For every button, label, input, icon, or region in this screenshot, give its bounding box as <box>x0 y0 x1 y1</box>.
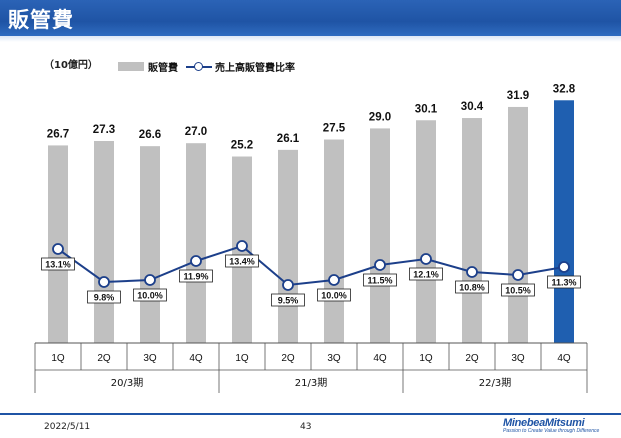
ratio-label-5: 13.4% <box>229 257 255 267</box>
legend-line-swatch <box>186 61 212 72</box>
bar-10 <box>462 118 482 343</box>
ratio-label-box-12 <box>547 275 581 289</box>
x-tick-label-4: 4Q <box>189 353 203 364</box>
ratio-point-9 <box>420 253 432 265</box>
footer-divider <box>0 413 621 415</box>
ratio-label-box-4 <box>179 269 213 283</box>
bar-value-label-9: 30.1 <box>415 103 438 115</box>
ratio-point-10 <box>466 266 478 278</box>
ratio-label-box-2 <box>87 290 121 304</box>
bar-value-label-6: 26.1 <box>277 133 300 145</box>
page-number: 43 <box>300 422 312 432</box>
bar-value-label-12: 32.8 <box>553 83 576 95</box>
footer-date: 2022/5/11 <box>44 422 91 432</box>
chart-legend: 販管費 売上高販管費比率 <box>118 59 295 74</box>
ratio-label-1: 13.1% <box>45 260 71 270</box>
ratio-label-box-1 <box>41 257 75 271</box>
ratio-point-8 <box>374 259 386 271</box>
ratio-line <box>57 244 565 287</box>
bar-value-label-10: 30.4 <box>461 101 484 113</box>
ratio-point-1 <box>52 243 64 255</box>
bar-value-label-8: 29.0 <box>369 111 391 123</box>
x-tick-label-9: 1Q <box>419 353 433 364</box>
x-tick-label-2: 2Q <box>97 353 111 364</box>
x-tick-label-7: 3Q <box>327 353 341 364</box>
ratio-label-box-10 <box>455 280 489 294</box>
title-bar: 販管費 <box>0 0 621 36</box>
unit-label: （10億円） <box>44 60 98 71</box>
ratio-label-box-3 <box>133 288 167 302</box>
bar-2 <box>94 140 114 343</box>
ratio-label-3: 10.0% <box>137 291 163 301</box>
group-label-3: 22/3期 <box>479 377 511 389</box>
bar-8 <box>370 128 390 343</box>
bar-6 <box>278 149 298 343</box>
ratio-point-2 <box>98 276 110 288</box>
x-tick-label-8: 4Q <box>373 353 387 364</box>
x-tick-label-1: 1Q <box>51 353 65 364</box>
x-tick-label-6: 2Q <box>281 353 295 364</box>
bar-11 <box>508 106 528 343</box>
bar-9 <box>416 120 436 343</box>
x-tick-label-3: 3Q <box>143 353 157 364</box>
ratio-label-10: 10.8% <box>459 283 485 293</box>
ratio-point-5 <box>236 240 248 252</box>
ratio-label-8: 11.5% <box>367 276 392 286</box>
ratio-point-4 <box>190 255 202 267</box>
bar-value-label-4: 27.0 <box>185 126 207 138</box>
ratio-point-11 <box>512 269 524 281</box>
ratio-point-7 <box>328 274 340 286</box>
ratio-label-2: 9.8% <box>94 293 115 303</box>
legend-bar-label: 販管費 <box>148 63 178 74</box>
ratio-label-7: 10.0% <box>321 291 347 301</box>
x-tick-label-5: 1Q <box>235 353 249 364</box>
title-underline <box>0 36 621 42</box>
company-logo: MinebeaMitsumi Passion to Create Value t… <box>503 417 615 434</box>
group-label-2: 21/3期 <box>295 377 327 389</box>
bar-value-label-11: 31.9 <box>507 90 529 102</box>
ratio-label-6: 9.5% <box>278 296 299 306</box>
page-title: 販管費 <box>8 8 74 32</box>
x-tick-label-12: 4Q <box>557 353 571 364</box>
bar-value-label-3: 26.6 <box>139 129 161 141</box>
ratio-point-3 <box>144 274 156 286</box>
ratio-label-box-6 <box>271 293 305 307</box>
ratio-label-9: 12.1% <box>413 270 439 280</box>
bar-value-label-5: 25.2 <box>231 140 253 152</box>
bar-value-label-7: 27.5 <box>323 123 346 135</box>
x-tick-label-11: 3Q <box>511 353 525 364</box>
bar-value-label-1: 26.7 <box>47 128 69 140</box>
ratio-label-12: 11.3% <box>551 278 576 288</box>
logo-wordmark: MinebeaMitsumi <box>503 417 585 429</box>
ratio-label-box-11 <box>501 283 535 297</box>
legend-line-label: 売上高販管費比率 <box>215 63 295 74</box>
ratio-label-box-8 <box>363 273 397 287</box>
ratio-point-12 <box>558 261 570 273</box>
legend-bar-swatch <box>118 62 144 71</box>
sga-chart: 26.7 27.3 26.6 27.0 25.2 26.1 27.5 29.0 30.1 30.4… <box>34 83 588 393</box>
ratio-label-4: 11.9% <box>183 272 208 282</box>
bar-12 <box>554 100 574 343</box>
ratio-label-box-9 <box>409 267 443 281</box>
group-label-1: 20/3期 <box>111 377 143 389</box>
bar-value-label-2: 27.3 <box>93 124 115 136</box>
ratio-label-box-7 <box>317 288 351 302</box>
ratio-label-box-5 <box>225 254 259 268</box>
logo-tagline: Passion to Create Value through Differen… <box>503 428 600 434</box>
bar-4 <box>186 143 206 343</box>
bar-7 <box>324 139 344 343</box>
ratio-point-6 <box>282 279 294 291</box>
x-tick-label-10: 2Q <box>465 353 479 364</box>
ratio-label-11: 10.5% <box>505 286 531 296</box>
bar-3 <box>140 146 160 343</box>
